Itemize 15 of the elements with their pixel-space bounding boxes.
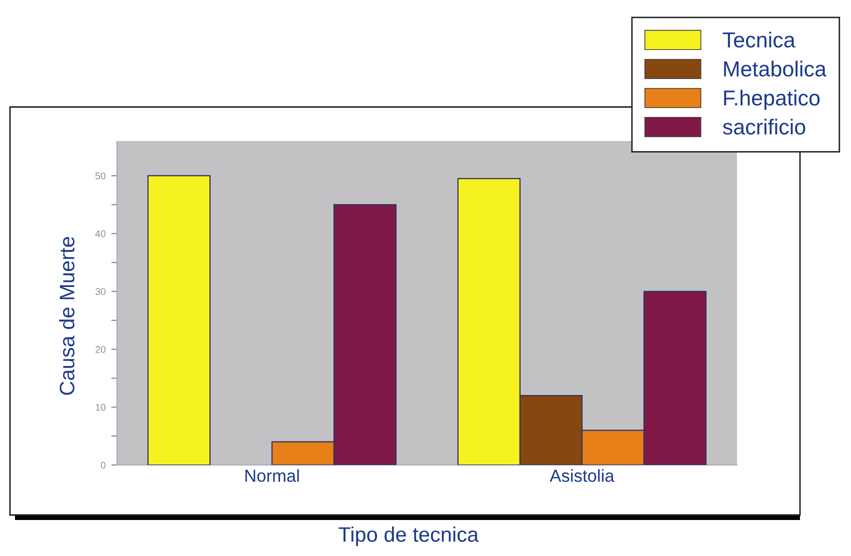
y-tick-label: 20 [96,346,106,353]
legend-label: sacrificio [722,118,806,135]
bar [147,175,211,465]
y-tick-label: 40 [95,230,106,238]
legend-label: Tecnica [722,32,796,48]
y-axis-title: Causa de Muerte [59,236,74,395]
y-tick-label: 0 [100,462,106,469]
y-tick-label: 30 [95,288,106,296]
legend-label: F.hepatico [724,90,820,110]
legend-label: Metabolica [724,60,826,77]
x-tick-label: Normal [245,469,299,482]
x-axis-title: Tipo de tecnica [338,526,479,546]
x-tick-label: Asistolia [550,469,614,482]
y-tick-label: 10 [96,404,106,411]
y-tick-label: 50 [95,172,106,180]
